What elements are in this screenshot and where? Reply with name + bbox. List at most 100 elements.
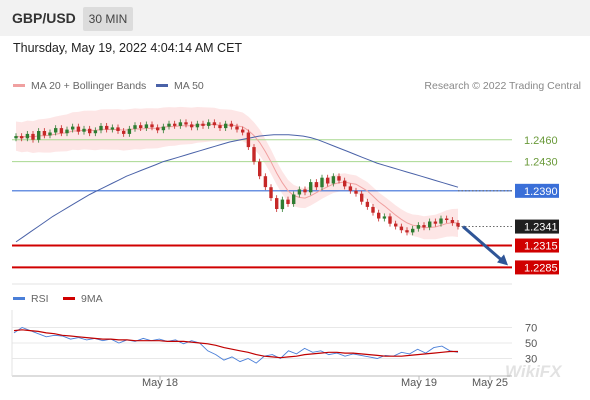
- candle-body: [320, 177, 324, 188]
- candle-body: [303, 189, 307, 193]
- candle-body: [116, 127, 120, 131]
- candle-body: [445, 218, 449, 220]
- candle-body: [184, 122, 188, 125]
- candle-body: [218, 125, 222, 129]
- legend-ma20: MA 20 + Bollinger Bands: [13, 80, 146, 92]
- candle-body: [450, 220, 455, 223]
- candle-body: [76, 126, 81, 132]
- forecast-arrow-icon: [497, 254, 508, 266]
- datetime-label: Thursday, May 19, 2022 4:04:14 AM CET: [13, 41, 243, 55]
- candle-body: [229, 123, 234, 127]
- candle-body: [71, 126, 75, 130]
- forecast-arrow-line: [462, 225, 503, 262]
- candle-body: [59, 128, 64, 134]
- candle-body: [263, 176, 268, 188]
- candle-body: [456, 222, 460, 227]
- candle-body: [360, 193, 364, 202]
- candle-body: [354, 190, 358, 194]
- candle-body: [207, 122, 211, 126]
- ma50-swatch-icon: [156, 83, 168, 87]
- price-label-1.2460: 1.2460: [524, 135, 558, 147]
- candle-body: [150, 124, 154, 128]
- x-tick-label: May 18: [142, 377, 178, 389]
- research-credit: Research © 2022 Trading Central: [424, 80, 581, 92]
- candle-body: [54, 128, 58, 133]
- candle-body: [88, 128, 92, 134]
- candle-body: [433, 221, 438, 224]
- candle-body: [65, 129, 69, 134]
- candle-body: [252, 147, 256, 162]
- candle-body: [190, 124, 194, 128]
- rsi-tick-70: 70: [525, 323, 537, 335]
- timeframe-button[interactable]: 30 MIN: [83, 7, 133, 31]
- watermark-logo: WikiFX: [505, 362, 562, 381]
- rsi-tick-30: 30: [525, 354, 537, 366]
- legend-rsi-ma: 9MA: [63, 293, 103, 305]
- candle-body: [309, 182, 313, 193]
- chart-header: GBP/USD 30 MIN: [0, 0, 590, 36]
- candle-body: [314, 182, 319, 188]
- candle-body: [224, 123, 228, 129]
- price-label-1.2341: 1.2341: [524, 222, 558, 234]
- candle-body: [144, 124, 149, 128]
- candle-body: [82, 128, 86, 132]
- candle-body: [246, 132, 251, 148]
- candle-body: [292, 194, 296, 204]
- ma50-line: [15, 134, 459, 243]
- candle-body: [331, 176, 336, 184]
- candle-body: [167, 123, 171, 127]
- legend-ma50-label: MA 50: [174, 80, 204, 92]
- candle-body: [178, 122, 183, 126]
- legend-ma20-label: MA 20 + Bollinger Bands: [31, 80, 147, 92]
- candle-body: [105, 125, 109, 130]
- legend-rsi-ma-label: 9MA: [81, 293, 103, 305]
- candle-body: [48, 132, 52, 136]
- candle-body: [25, 133, 30, 139]
- candle-body: [31, 133, 35, 140]
- candle-body: [42, 131, 47, 136]
- candle-body: [377, 212, 381, 219]
- candle-body: [297, 189, 302, 195]
- candle-body: [156, 127, 160, 131]
- price-label-1.2285-bg: [515, 260, 559, 275]
- candle-body: [337, 176, 341, 181]
- price-label-1.2390: 1.2390: [524, 186, 558, 198]
- candle-body: [195, 123, 200, 128]
- candle-body: [399, 226, 404, 231]
- currency-pair-title: GBP/USD: [12, 10, 76, 26]
- candle-body: [110, 127, 115, 130]
- ma20-swatch-icon: [13, 83, 25, 87]
- legend-rsi: RSI: [13, 293, 49, 305]
- candle-body: [405, 230, 409, 233]
- candle-body: [122, 131, 126, 134]
- candle-body: [201, 123, 205, 126]
- candle-body: [241, 129, 245, 133]
- candle-body: [365, 201, 370, 207]
- x-tick-label: May 25: [472, 377, 508, 389]
- candle-body: [388, 216, 392, 224]
- candle-body: [411, 228, 415, 233]
- candle-body: [127, 128, 132, 134]
- candle-body: [14, 136, 18, 139]
- candle-body: [422, 225, 426, 228]
- candle-body: [394, 223, 398, 227]
- candle-body: [275, 198, 279, 209]
- x-tick-label: May 19: [401, 377, 437, 389]
- rsi-ma-swatch-icon: [63, 296, 75, 300]
- candle-body: [382, 216, 387, 219]
- candle-body: [371, 206, 375, 213]
- candle-body: [235, 126, 239, 130]
- rsi-tick-50: 50: [525, 338, 537, 350]
- rsi-series-9ma: [13, 329, 458, 359]
- price-label-1.2430: 1.2430: [524, 157, 558, 169]
- candle-body: [428, 221, 432, 228]
- price-label-1.2390-bg: [515, 183, 559, 198]
- price-label-1.2315-bg: [515, 238, 559, 253]
- candle-body: [93, 130, 98, 134]
- candle-body: [416, 225, 421, 229]
- candle-body: [173, 123, 177, 126]
- price-label-1.2341-bg: [515, 219, 559, 234]
- rsi-series-rsi: [13, 326, 459, 364]
